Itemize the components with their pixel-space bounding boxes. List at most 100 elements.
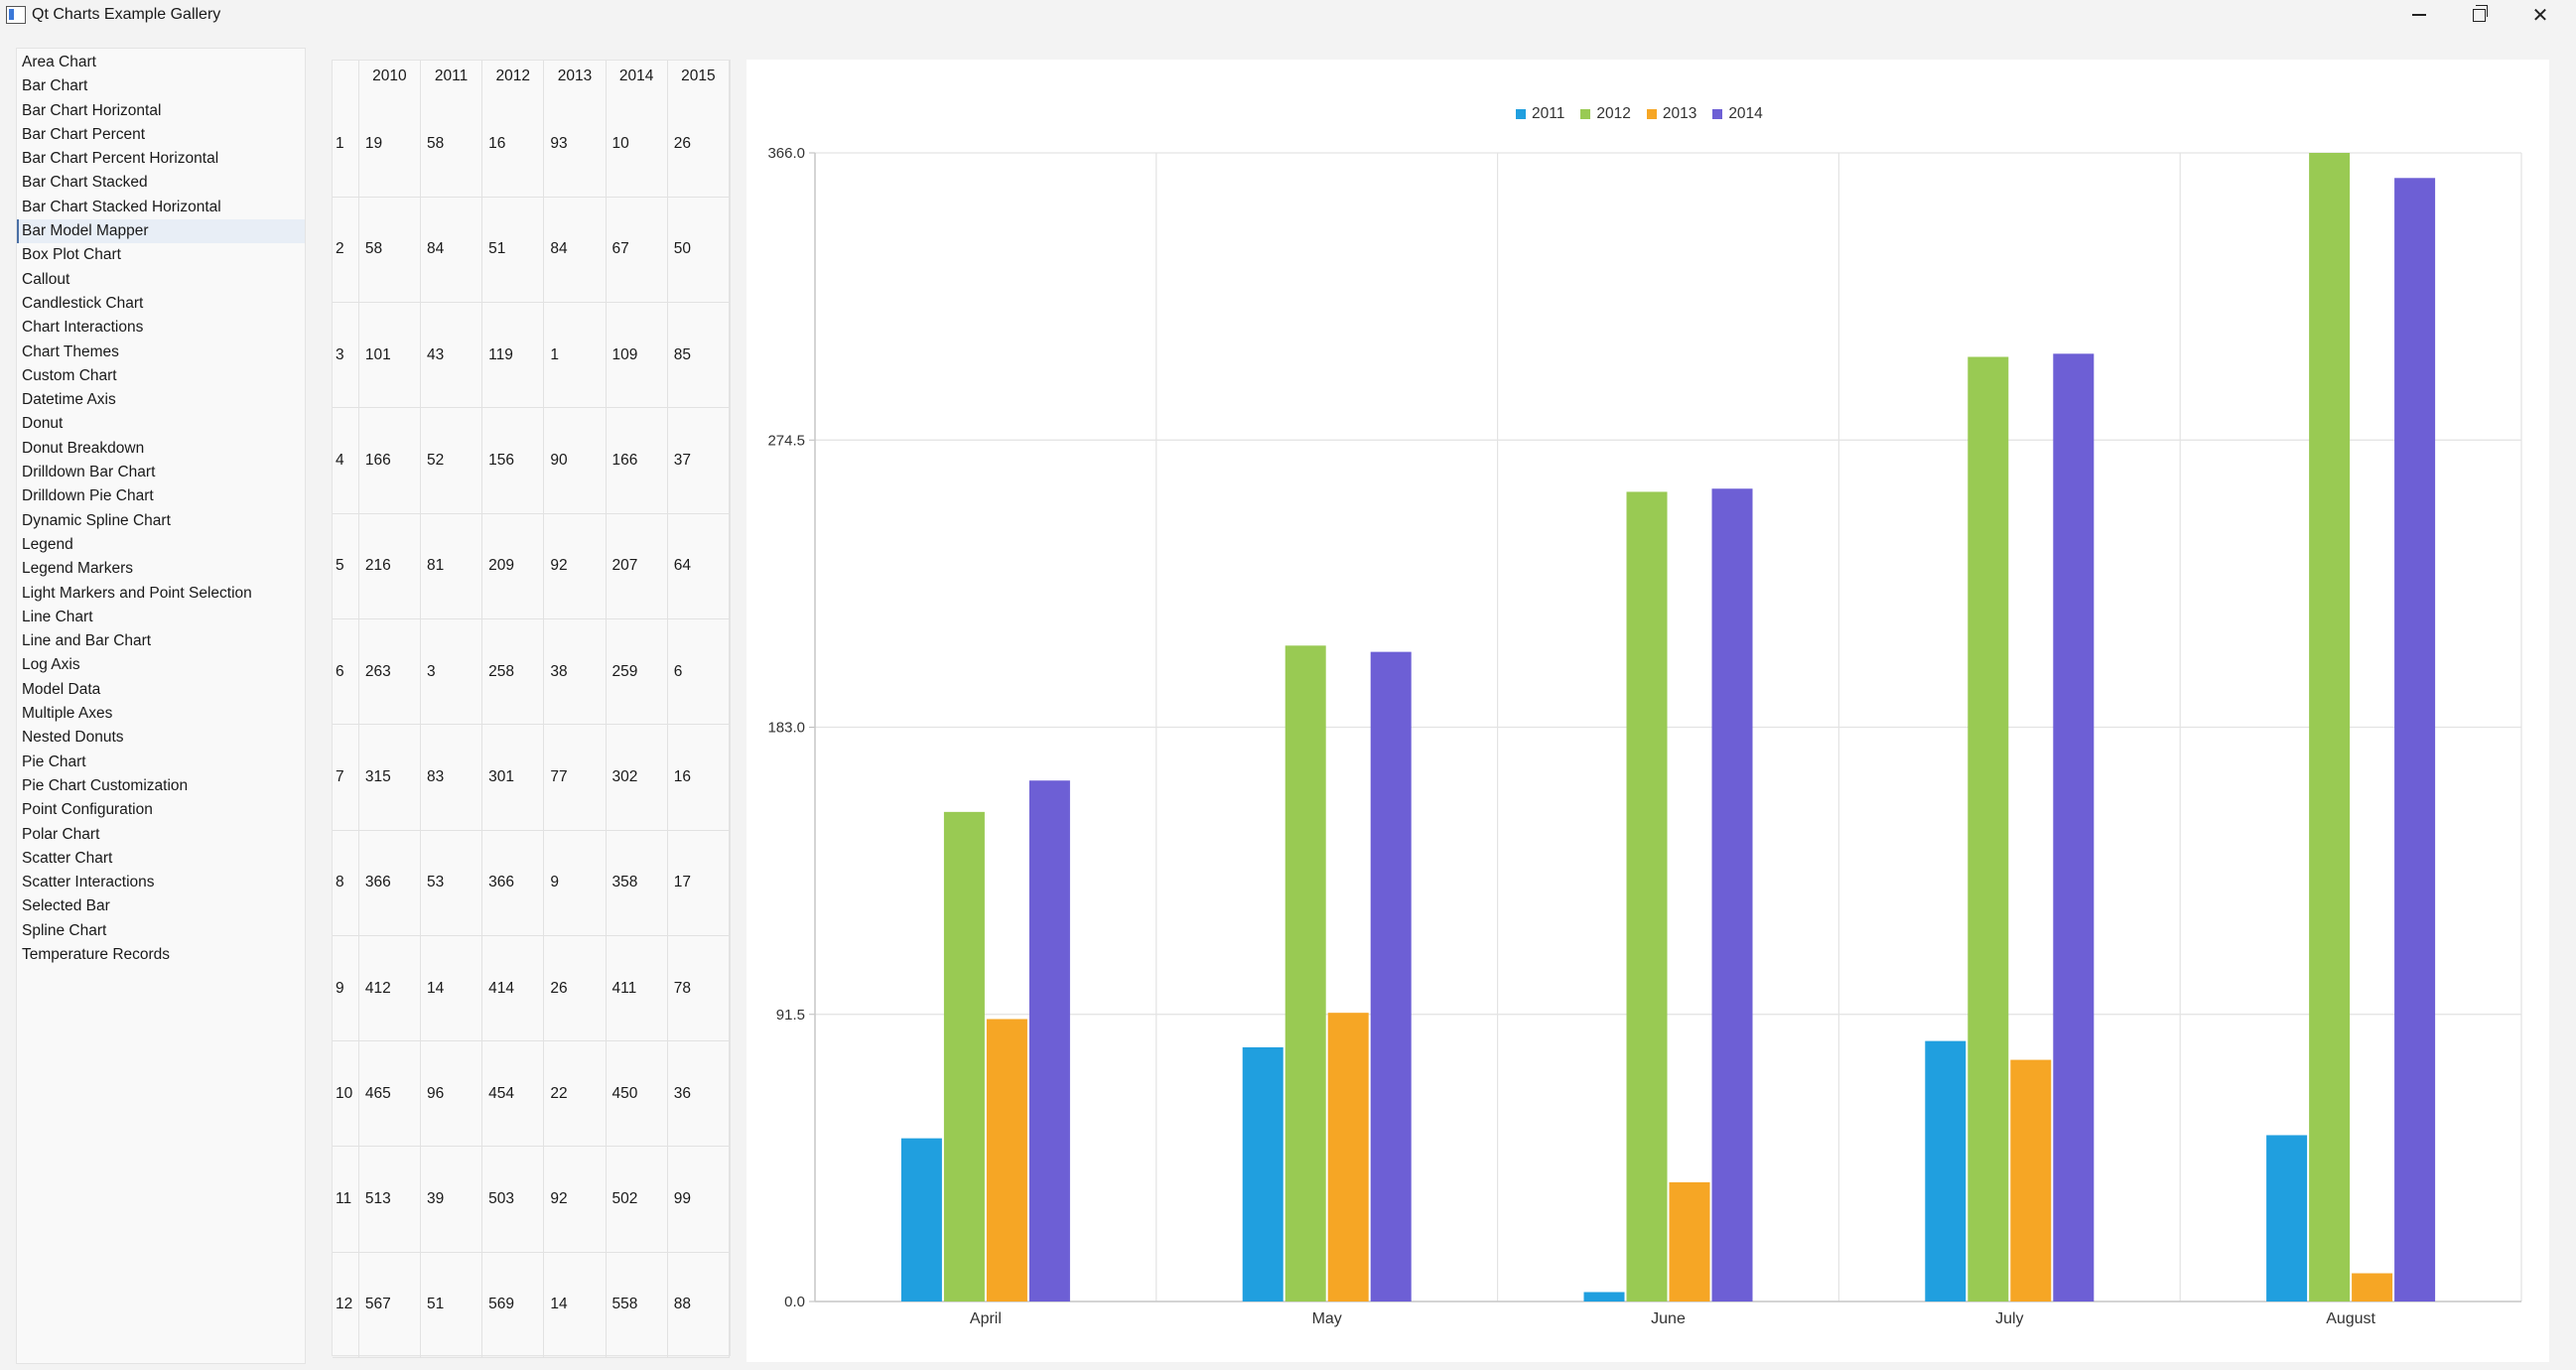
sidebar-item[interactable]: Drilldown Pie Chart [22,487,154,505]
sidebar-item[interactable]: Bar Chart [22,77,88,95]
table-cell[interactable]: 109 [606,302,668,409]
table-cell[interactable]: 411 [606,935,668,1042]
sidebar-item[interactable]: Log Axis [22,656,80,674]
sidebar-item[interactable]: Pie Chart [22,753,86,770]
sidebar-item[interactable]: Nested Donuts [22,729,124,747]
table-cell[interactable]: 259 [606,618,668,726]
table-cell[interactable]: 315 [358,724,422,831]
table-cell[interactable]: 19 [358,91,422,198]
sidebar-item[interactable]: Bar Chart Percent Horizontal [22,150,219,168]
table-cell[interactable]: 207 [606,513,668,619]
sidebar-item[interactable]: Spline Chart [22,921,107,939]
table-cell[interactable]: 366 [358,830,422,936]
table-cell[interactable]: 119 [481,302,545,409]
table-cell[interactable]: 358 [606,830,668,936]
legend-item[interactable]: 2013 [1646,103,1696,125]
sidebar-item[interactable]: Legend Markers [22,560,134,578]
table-cell[interactable]: 302 [606,724,668,831]
sidebar-item[interactable]: Scatter Chart [22,849,113,867]
table-cell[interactable]: 85 [667,302,731,409]
table-cell[interactable]: 567 [358,1252,422,1359]
column-header[interactable]: 2015 [667,61,731,91]
data-table-view[interactable]: 2010 2011 2012 2013 2014 2015 1 19 58 16 93 10 26 2 5… [332,60,731,1359]
row-header[interactable]: 7 [333,724,359,831]
column-header[interactable]: 2010 [358,61,422,91]
sidebar-item[interactable]: Bar Chart Horizontal [22,101,162,119]
table-cell[interactable]: 58 [420,91,483,198]
table-cell[interactable]: 67 [606,197,668,304]
table-cell[interactable]: 26 [667,91,731,198]
table-cell[interactable]: 263 [358,618,422,726]
table-cell[interactable]: 216 [358,513,422,619]
table-cell[interactable]: 83 [420,724,483,831]
column-header[interactable]: 2013 [543,61,607,91]
sidebar-item[interactable]: Custom Chart [22,366,117,384]
table-cell[interactable]: 39 [420,1146,483,1253]
sidebar-item[interactable]: Chart Interactions [22,319,144,337]
sidebar-item[interactable]: Model Data [22,680,101,698]
table-cell[interactable]: 58 [358,197,422,304]
table-cell[interactable]: 78 [667,935,731,1042]
table-cell[interactable]: 16 [481,91,545,198]
row-header[interactable]: 3 [333,302,359,409]
table-cell[interactable]: 96 [420,1040,483,1148]
table-cell[interactable]: 209 [481,513,545,619]
table-cell[interactable]: 513 [358,1146,422,1253]
column-header[interactable]: 2014 [606,61,668,91]
sidebar-item[interactable]: Line and Bar Chart [22,632,152,650]
table-cell[interactable]: 412 [358,935,422,1042]
row-header[interactable]: 9 [333,935,359,1042]
minimize-button[interactable] [2390,0,2448,30]
table-cell[interactable]: 88 [667,1252,731,1359]
table-cell[interactable]: 37 [667,407,731,514]
row-header[interactable]: 8 [333,830,359,936]
sidebar-item[interactable]: Box Plot Chart [22,246,121,264]
close-button[interactable]: ✕ [2511,0,2569,30]
table-cell[interactable]: 38 [543,618,607,726]
table-cell[interactable]: 502 [606,1146,668,1253]
table-cell[interactable]: 414 [481,935,545,1042]
row-header[interactable]: 12 [333,1252,359,1359]
sidebar-item[interactable]: Line Chart [22,608,93,625]
row-header[interactable]: 1 [333,91,359,198]
row-header[interactable]: 4 [333,407,359,514]
row-header[interactable]: 5 [333,513,359,619]
sidebar-item[interactable]: Donut [22,415,64,433]
table-cell[interactable]: 258 [481,618,545,726]
sidebar-item[interactable]: Callout [22,270,70,288]
table-cell[interactable]: 450 [606,1040,668,1148]
table-cell[interactable]: 301 [481,724,545,831]
table-cell[interactable]: 36 [667,1040,731,1148]
sidebar-item[interactable]: Area Chart [22,54,96,70]
table-cell[interactable]: 16 [667,724,731,831]
column-header[interactable]: 2011 [420,61,483,91]
sidebar-item[interactable]: Pie Chart Customization [22,776,189,794]
table-cell[interactable]: 101 [358,302,422,409]
table-cell[interactable]: 53 [420,830,483,936]
table-cell[interactable]: 93 [543,91,607,198]
sidebar-item[interactable]: Donut Breakdown [22,439,145,457]
row-header[interactable]: 10 [333,1040,359,1148]
sidebar-item[interactable]: Bar Model Mapper [17,219,305,244]
table-cell[interactable]: 9 [543,830,607,936]
table-cell[interactable]: 92 [543,513,607,619]
sidebar-item[interactable]: Point Configuration [22,801,153,819]
table-cell[interactable]: 81 [420,513,483,619]
table-cell[interactable]: 90 [543,407,607,514]
sidebar-item[interactable]: Polar Chart [22,825,100,843]
sidebar-item[interactable]: Scatter Interactions [22,874,155,891]
sidebar-item[interactable]: Selected Bar [22,897,110,915]
row-header[interactable]: 2 [333,197,359,304]
table-cell[interactable]: 3 [420,618,483,726]
row-header[interactable]: 6 [333,618,359,726]
table-cell[interactable]: 10 [606,91,668,198]
table-cell[interactable]: 166 [606,407,668,514]
legend-item[interactable]: 2014 [1712,103,1763,125]
row-header[interactable]: 11 [333,1146,359,1253]
sidebar-item[interactable]: Bar Chart Stacked [22,174,148,192]
table-cell[interactable]: 52 [420,407,483,514]
table-cell[interactable]: 26 [543,935,607,1042]
table-cell[interactable]: 22 [543,1040,607,1148]
table-cell[interactable]: 50 [667,197,731,304]
maximize-button[interactable] [2450,0,2508,30]
